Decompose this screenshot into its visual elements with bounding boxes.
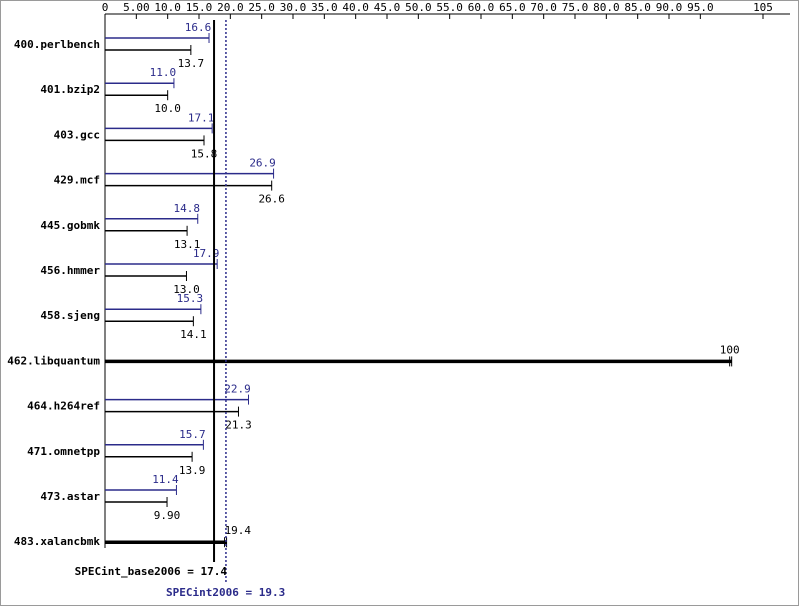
base-value-label: 9.90 <box>154 509 181 522</box>
x-tick-label: 0 <box>102 1 109 14</box>
benchmark-label: 401.bzip2 <box>40 83 100 96</box>
plot-area: 400.perlbench 16.6 13.7 401.bzip2 11.0 10.0 40… <box>7 21 739 548</box>
benchmark-label: 403.gcc <box>54 128 100 141</box>
benchmark-label: 429.mcf <box>54 174 100 187</box>
base-value-label: 10.0 <box>154 102 181 115</box>
x-tick-label: 40.0 <box>342 1 369 14</box>
x-tick-label: 15.0 <box>186 1 213 14</box>
base-value-label: 13.7 <box>178 57 205 70</box>
x-tick-label: 20.0 <box>217 1 244 14</box>
benchmark-label: 458.sjeng <box>40 309 100 322</box>
x-tick-label: 95.0 <box>687 1 714 14</box>
combined-value-label: 100 <box>720 343 740 356</box>
peak-value-label: 26.9 <box>249 157 276 170</box>
x-tick-label: 50.0 <box>405 1 432 14</box>
x-axis: 0 5.00 10.0 15.0 20.0 25.0 30.0 35.0 40.0 45.0 50.… <box>102 1 790 548</box>
benchmark-label: 462.libquantum <box>7 354 100 367</box>
x-tick-label: 25.0 <box>248 1 275 14</box>
x-tick-label: 75.0 <box>562 1 589 14</box>
summary-lines <box>213 20 227 584</box>
peak-value-label: 11.0 <box>150 66 177 79</box>
peak-value-label: 15.7 <box>179 428 206 441</box>
x-tick-label: 65.0 <box>499 1 526 14</box>
x-tick-label: 55.0 <box>436 1 463 14</box>
base-value-label: 13.0 <box>173 283 200 296</box>
peak-value-label: 17.9 <box>193 247 220 260</box>
base-value-label: 15.8 <box>191 147 218 160</box>
x-tick-label: 80.0 <box>593 1 620 14</box>
benchmark-label: 456.hmmer <box>40 264 100 277</box>
peak-value-label: 22.9 <box>224 383 251 396</box>
peak-value-label: 14.8 <box>173 202 200 215</box>
peak-value-label: 11.4 <box>152 473 179 486</box>
x-tick-label: 70.0 <box>530 1 557 14</box>
benchmark-label: 445.gobmk <box>40 219 100 232</box>
benchmark-label: 473.astar <box>40 490 100 503</box>
x-tick-label: 45.0 <box>374 1 401 14</box>
benchmark-label: 400.perlbench <box>14 38 100 51</box>
x-tick-label: 90.0 <box>656 1 683 14</box>
base-value-label: 13.1 <box>174 238 201 251</box>
benchmark-label: 464.h264ref <box>27 400 100 413</box>
x-tick-label: 5.00 <box>123 1 150 14</box>
base-value-label: 26.6 <box>258 193 285 206</box>
combined-value-label: 19.4 <box>225 524 252 537</box>
x-tick-label: 10.0 <box>154 1 181 14</box>
peak-value-label: 16.6 <box>185 21 212 34</box>
summary-base-label: SPECint_base2006 = 17.4 <box>75 565 228 578</box>
x-tick-label: 60.0 <box>468 1 495 14</box>
base-value-label: 13.9 <box>179 464 206 477</box>
base-value-label: 21.3 <box>225 419 252 432</box>
x-tick-label: 105 <box>753 1 773 14</box>
peak-value-label: 15.3 <box>177 292 204 305</box>
x-tick-label: 30.0 <box>280 1 307 14</box>
summary-peak-label: SPECint2006 = 19.3 <box>166 586 285 599</box>
peak-value-label: 17.1 <box>188 111 215 124</box>
x-tick-label: 35.0 <box>311 1 338 14</box>
x-tick-label: 85.0 <box>624 1 651 14</box>
benchmark-label: 483.xalancbmk <box>14 535 100 548</box>
benchmark-label: 471.omnetpp <box>27 445 100 458</box>
base-value-label: 14.1 <box>180 328 207 341</box>
